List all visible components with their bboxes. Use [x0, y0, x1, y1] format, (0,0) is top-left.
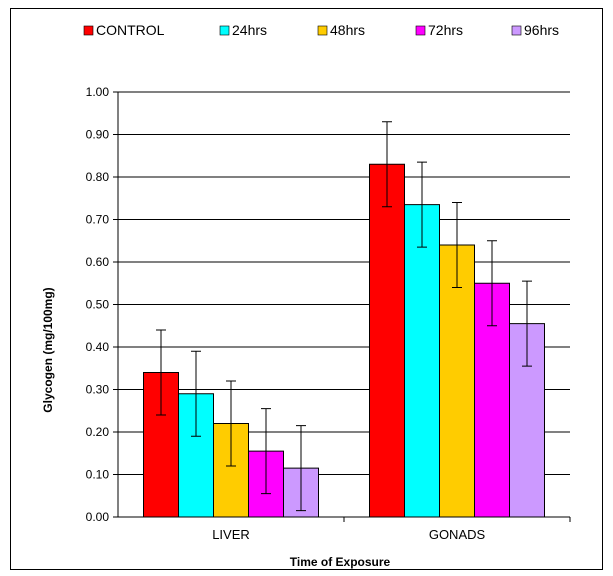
- axes: [113, 91, 571, 522]
- y-tick-label: 1.00: [86, 85, 110, 99]
- legend-label: 48hrs: [330, 22, 365, 38]
- y-tick-label: 0.40: [86, 340, 110, 354]
- y-axis-title: Glycogen (mg/100mg): [41, 287, 55, 412]
- y-tick-label: 0.10: [86, 468, 110, 482]
- y-tick-label: 0.80: [86, 170, 110, 184]
- y-tick-label: 0.30: [86, 383, 110, 397]
- x-category-labels: LIVER GONADS: [212, 527, 485, 542]
- x-axis-title: Time of Exposure: [290, 555, 391, 569]
- x-category-label: LIVER: [212, 527, 250, 542]
- y-tick-label: 0.70: [86, 213, 110, 227]
- legend-swatch: [415, 25, 426, 36]
- legend-label: CONTROL: [96, 22, 165, 38]
- legend-swatch: [83, 25, 94, 36]
- y-tick-label: 0.90: [86, 128, 110, 142]
- y-tick-label: 0.00: [86, 510, 110, 524]
- chart-frame: [10, 8, 603, 570]
- legend-swatch: [511, 25, 522, 36]
- bars: [143, 163, 545, 518]
- bar-control-gonads: [369, 163, 405, 518]
- y-tick-label: 0.20: [86, 425, 110, 439]
- y-tick-label: 0.50: [86, 298, 110, 312]
- y-tick-label: 0.60: [86, 255, 110, 269]
- y-tick-labels: 0.00 0.10 0.20 0.30 0.40 0.50 0.60 0.70 0.80 0.90…: [86, 85, 110, 524]
- legend-label: 72hrs: [428, 22, 463, 38]
- x-category-label: GONADS: [429, 527, 486, 542]
- legend-swatch: [317, 25, 328, 36]
- legend-label: 96hrs: [524, 22, 559, 38]
- error-bars: [156, 121, 532, 512]
- bar-48hrs-gonads: [439, 244, 475, 518]
- bar-24hrs-gonads: [404, 204, 440, 518]
- legend: CONTROL 24hrs 48hrs 72hrs 96hrs: [83, 22, 559, 38]
- legend-label: 24hrs: [232, 22, 267, 38]
- legend-swatch: [219, 25, 230, 36]
